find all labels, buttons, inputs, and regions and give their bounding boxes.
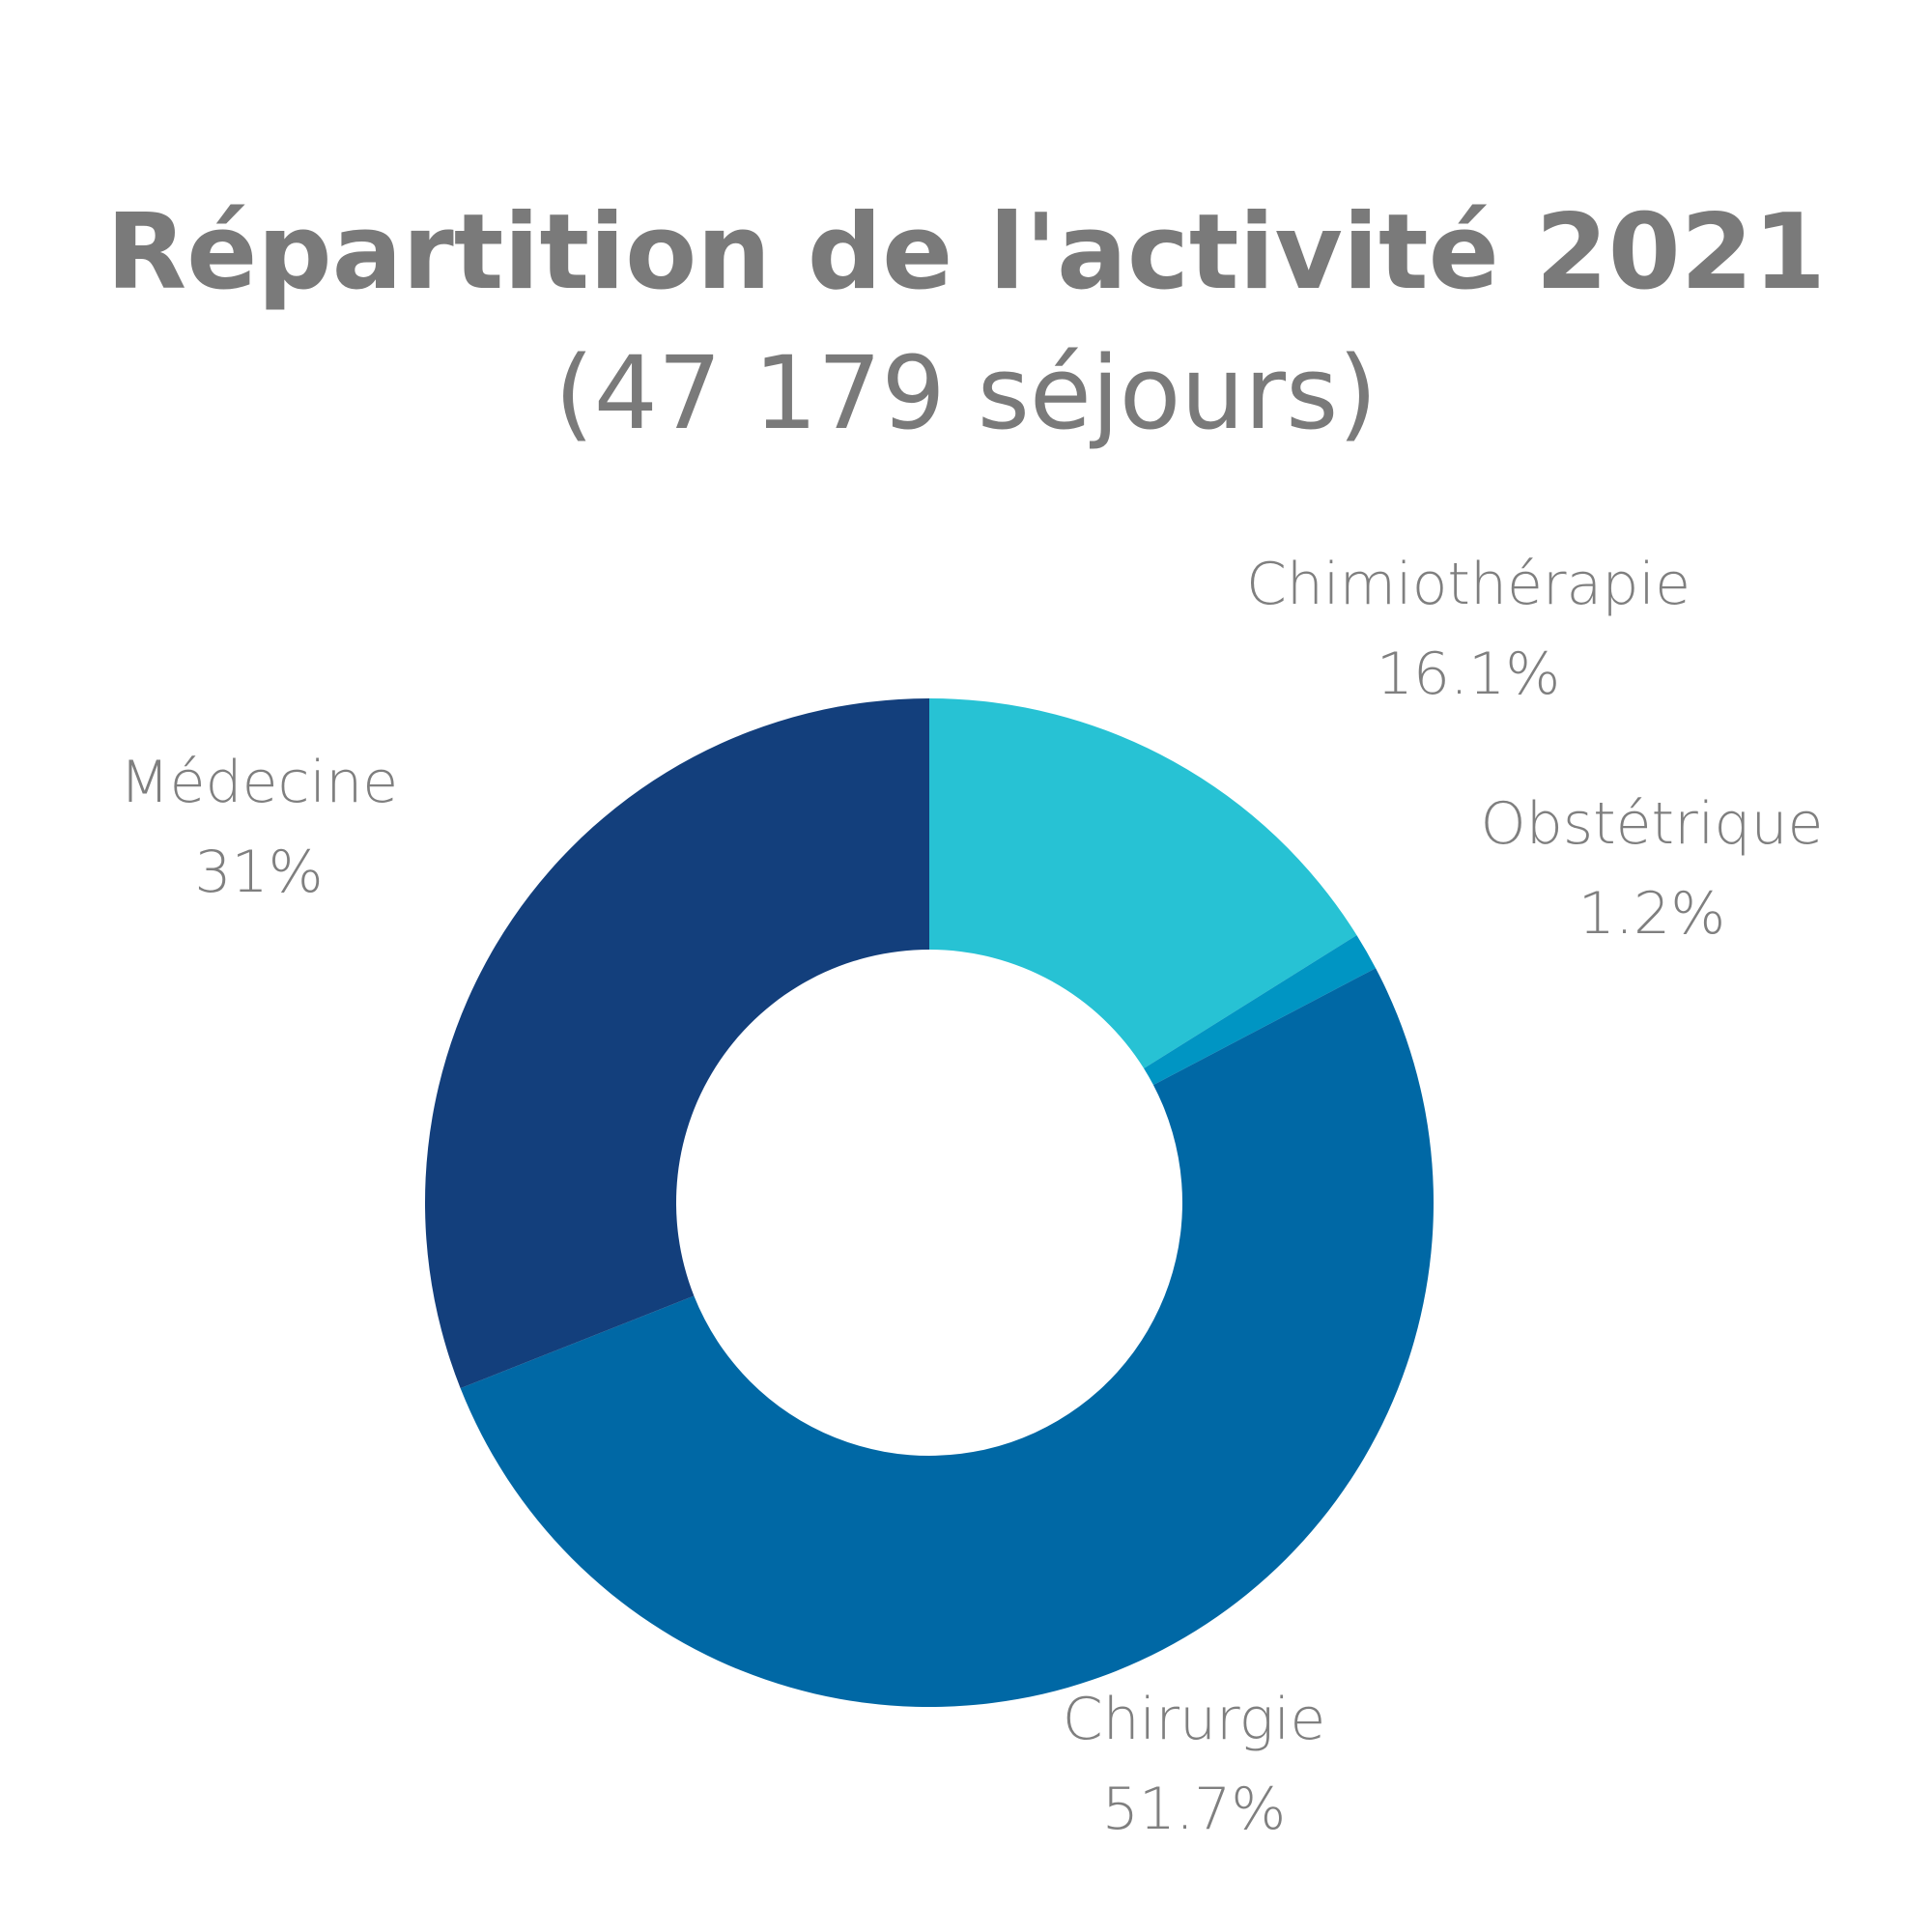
slice-obstetrique — [1144, 935, 1377, 1086]
value-medecine: 31% — [194, 838, 323, 906]
chart-title: Répartition de l'activité 2021 — [105, 192, 1827, 313]
slice-medecine — [425, 698, 929, 1389]
label-obstetrique: Obstétrique — [1481, 790, 1824, 858]
label-medecine: Médecine — [120, 749, 398, 816]
label-chirurgie: Chirurgie — [1063, 1686, 1326, 1753]
value-obstetrique: 1.2% — [1578, 880, 1725, 948]
chart-subtitle: (47 179 séjours) — [554, 334, 1378, 452]
value-chirurgie: 51.7% — [1102, 1776, 1287, 1843]
label-chimiotherapie: Chimiothérapie — [1246, 551, 1690, 618]
slice-chimiotherapie — [929, 698, 1357, 1069]
slice-chirurgie — [460, 968, 1435, 1708]
value-chimiotherapie: 16.1% — [1377, 640, 1561, 708]
